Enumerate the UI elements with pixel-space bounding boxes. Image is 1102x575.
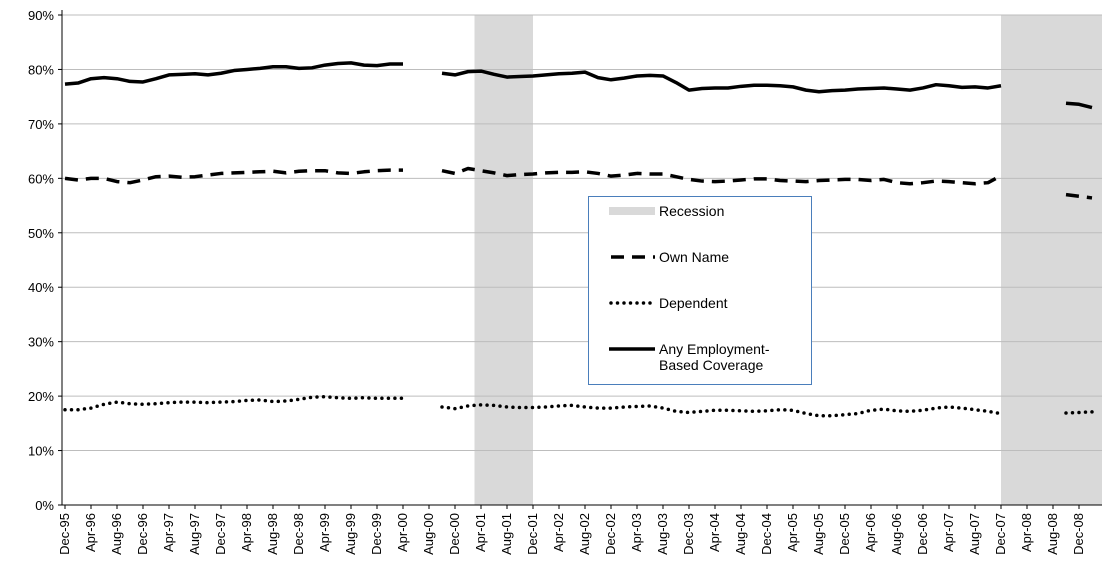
y-tick-label: 20% (28, 389, 54, 404)
x-tick-label: Dec-05 (837, 513, 852, 555)
x-tick-label: Aug-07 (967, 513, 982, 555)
legend: Recession Own Name Dependent Any Employm… (588, 196, 812, 385)
x-tick-label: Aug-03 (655, 513, 670, 555)
x-tick-label: Apr-99 (317, 513, 332, 552)
legend-swatch (609, 207, 655, 215)
series-line (64, 61, 1093, 110)
legend-label: Recession (659, 203, 725, 219)
legend-label: Any Employment-Based Coverage (659, 341, 770, 373)
x-tick-label: Dec-98 (291, 513, 306, 555)
x-tick-label: Apr-01 (473, 513, 488, 552)
recession-band (1001, 15, 1102, 505)
legend-entry: Own Name (609, 249, 809, 265)
legend-entry: Dependent (609, 295, 809, 311)
x-tick-label: Dec-95 (57, 513, 72, 555)
x-tick-label: Apr-98 (239, 513, 254, 552)
x-tick-label: Apr-06 (863, 513, 878, 552)
y-tick-label: 90% (28, 8, 54, 23)
x-tick-label: Aug-08 (1045, 513, 1060, 555)
x-tick-label: Dec-03 (681, 513, 696, 555)
legend-label: Own Name (659, 249, 730, 265)
x-tick-label: Apr-05 (785, 513, 800, 552)
x-tick-label: Dec-99 (369, 513, 384, 555)
x-tick-label: Aug-96 (109, 513, 124, 555)
recession-band (474, 15, 533, 505)
x-tick-label: Dec-97 (213, 513, 228, 555)
x-tick-label: Aug-06 (889, 513, 904, 555)
x-tick-label: Dec-02 (603, 513, 618, 555)
x-tick-label: Aug-04 (733, 513, 748, 555)
x-tick-label: Apr-07 (941, 513, 956, 552)
x-tick-label: Dec-04 (759, 513, 774, 555)
x-tick-label: Dec-07 (993, 513, 1008, 555)
x-tick-label: Dec-96 (135, 513, 150, 555)
legend-entry: Recession (609, 203, 809, 219)
x-tick-label: Apr-02 (551, 513, 566, 552)
x-tick-label: Dec-00 (447, 513, 462, 555)
y-tick-label: 80% (28, 62, 54, 77)
y-tick-label: 30% (28, 335, 54, 350)
x-tick-label: Aug-05 (811, 513, 826, 555)
x-tick-label: Aug-00 (421, 513, 436, 555)
y-tick-label: 40% (28, 280, 54, 295)
y-tick-label: 10% (28, 444, 54, 459)
x-tick-label: Dec-01 (525, 513, 540, 555)
y-tick-label: 0% (35, 498, 54, 513)
x-tick-label: Apr-04 (707, 513, 722, 552)
x-tick-label: Aug-02 (577, 513, 592, 555)
x-tick-label: Dec-08 (1071, 513, 1086, 555)
x-tick-label: Aug-99 (343, 513, 358, 555)
x-tick-label: Apr-96 (83, 513, 98, 552)
x-tick-label: Dec-06 (915, 513, 930, 555)
y-tick-label: 60% (28, 171, 54, 186)
x-tick-label: Apr-00 (395, 513, 410, 552)
x-tick-label: Apr-03 (629, 513, 644, 552)
series-line (64, 166, 1093, 200)
legend-label: Dependent (659, 295, 728, 311)
x-tick-label: Apr-08 (1019, 513, 1034, 552)
x-tick-label: Aug-97 (187, 513, 202, 555)
y-tick-label: 50% (28, 226, 54, 241)
y-tick-label: 70% (28, 117, 54, 132)
x-tick-label: Aug-98 (265, 513, 280, 555)
x-tick-label: Apr-97 (161, 513, 176, 552)
legend-entry: Any Employment-Based Coverage (609, 341, 809, 373)
series-line (63, 394, 1094, 418)
x-tick-label: Aug-01 (499, 513, 514, 555)
